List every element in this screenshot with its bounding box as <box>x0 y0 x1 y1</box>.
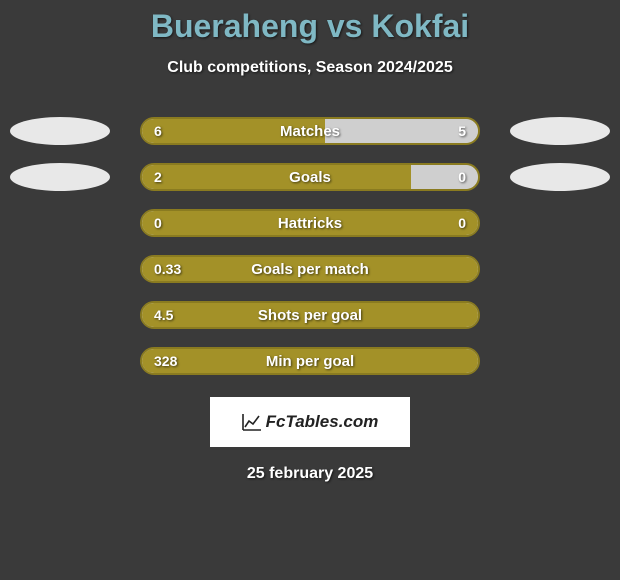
player-left-ellipse <box>10 117 110 145</box>
date-text: 25 february 2025 <box>0 465 620 483</box>
stats-rows: 65Matches 20Goals 00Hattricks 0.33Goals per… <box>0 117 620 375</box>
stat-bar: 00Hattricks <box>140 209 480 237</box>
logo-box: FcTables.com <box>210 397 410 447</box>
stat-row: 328Min per goal <box>0 347 620 375</box>
chart-icon <box>242 413 262 431</box>
stat-label: Hattricks <box>142 211 478 235</box>
logo-text: FcTables.com <box>266 412 379 432</box>
stat-label: Goals per match <box>142 257 478 281</box>
stat-row: 00Hattricks <box>0 209 620 237</box>
chart-container: Bueraheng vs Kokfai Club competitions, S… <box>0 0 620 580</box>
stat-bar: 20Goals <box>140 163 480 191</box>
stat-label: Goals <box>142 165 478 189</box>
stat-row: 20Goals <box>0 163 620 191</box>
stat-row: 65Matches <box>0 117 620 145</box>
stat-label: Matches <box>142 119 478 143</box>
player-right-ellipse <box>510 117 610 145</box>
player-right-ellipse <box>510 163 610 191</box>
stat-row: 4.5Shots per goal <box>0 301 620 329</box>
stat-bar: 4.5Shots per goal <box>140 301 480 329</box>
stat-label: Min per goal <box>142 349 478 373</box>
stat-bar: 0.33Goals per match <box>140 255 480 283</box>
stat-bar: 328Min per goal <box>140 347 480 375</box>
stat-label: Shots per goal <box>142 303 478 327</box>
page-title: Bueraheng vs Kokfai <box>0 8 620 45</box>
subtitle: Club competitions, Season 2024/2025 <box>0 59 620 77</box>
stat-row: 0.33Goals per match <box>0 255 620 283</box>
stat-bar: 65Matches <box>140 117 480 145</box>
player-left-ellipse <box>10 163 110 191</box>
